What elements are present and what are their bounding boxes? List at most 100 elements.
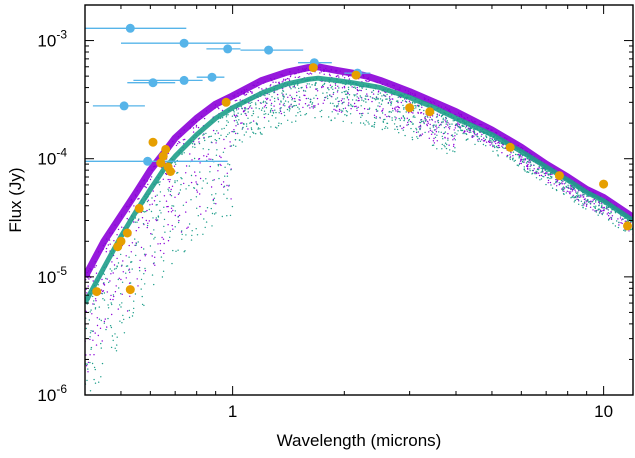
spectrum-sample-point xyxy=(417,137,419,140)
spectrum-sample-point xyxy=(144,255,146,257)
spectrum-sample-point xyxy=(195,126,198,128)
spectrum-sample-point xyxy=(463,121,465,123)
spectrum-sample-point xyxy=(235,119,237,122)
spectrum-sample-point xyxy=(410,127,412,130)
spectrum-sample-point xyxy=(386,115,388,118)
spectrum-sample-point xyxy=(305,113,308,115)
spectrum-sample-point xyxy=(423,97,426,99)
spectrum-sample-point xyxy=(213,213,216,215)
spectrum-sample-point xyxy=(441,143,443,146)
spectrum-sample-point xyxy=(228,184,230,186)
spectrum-sample-point xyxy=(522,159,524,161)
spectrum-sample-point xyxy=(122,260,124,262)
spectrum-sample-point xyxy=(386,90,388,92)
spectrum-sample-point xyxy=(195,196,198,198)
spectrum-sample-point xyxy=(107,307,110,309)
spectrum-sample-point xyxy=(295,104,297,107)
spectrum-sample-point xyxy=(473,120,476,123)
spectrum-sample-point xyxy=(389,100,391,102)
spectrum-sample-point xyxy=(479,140,482,142)
spectrum-sample-point xyxy=(175,250,177,252)
spectrum-sample-point xyxy=(444,136,446,139)
spectrum-sample-point xyxy=(162,260,165,262)
spectrum-sample-point xyxy=(192,131,195,133)
model-spectrum-2 xyxy=(85,75,633,392)
spectrum-sample-point xyxy=(332,93,334,96)
spectrum-sample-point xyxy=(150,210,153,213)
spectrum-sample-point xyxy=(322,86,324,88)
spectrum-sample-point xyxy=(261,133,263,135)
spectrum-sample-point xyxy=(219,117,222,120)
spectrum-sample-point xyxy=(298,76,301,78)
spectrum-sample-point xyxy=(91,313,93,315)
spectrum-sample-point xyxy=(114,347,116,349)
spectrum-sample-point xyxy=(215,193,217,195)
spectrum-sample-point xyxy=(288,85,291,87)
spectrum-sample-point xyxy=(546,172,548,174)
spectrum-sample-point xyxy=(310,98,312,101)
spectrum-sample-point xyxy=(294,98,296,100)
spectrum-sample-point xyxy=(131,315,134,317)
spectrum-sample-point xyxy=(399,87,401,89)
spectrum-sample-point xyxy=(257,127,260,129)
spectrum-sample-point xyxy=(503,137,506,139)
spectrum-sample-point xyxy=(317,103,319,105)
spectrum-sample-point xyxy=(533,164,535,166)
spectrum-sample-point xyxy=(269,99,271,101)
spectrum-sample-point xyxy=(392,84,394,86)
spectrum-sample-point xyxy=(403,126,405,129)
spectrum-sample-point xyxy=(528,156,531,158)
spectrum-sample-point xyxy=(534,173,536,175)
spectrum-sample-point xyxy=(421,120,423,123)
orange-photometry-point xyxy=(505,142,515,152)
spectrum-sample-point xyxy=(181,238,183,240)
spectrum-sample-point xyxy=(417,112,419,114)
spectrum-sample-point xyxy=(94,307,97,309)
spectrum-sample-point xyxy=(235,116,237,119)
spectrum-sample-point xyxy=(463,117,466,119)
spectrum-sample-point xyxy=(471,135,473,137)
spectrum-sample-point xyxy=(274,109,276,111)
spectrum-sample-point xyxy=(283,75,285,77)
spectrum-sample-point xyxy=(600,205,603,207)
spectrum-sample-point xyxy=(577,189,580,191)
spectrum-sample-point xyxy=(398,132,400,134)
spectrum-sample-point xyxy=(550,175,552,178)
spectrum-sample-point xyxy=(236,99,238,102)
spectrum-sample-point xyxy=(329,94,331,97)
spectrum-sample-point xyxy=(304,70,306,72)
spectrum-sample-point xyxy=(140,246,143,249)
spectrum-sample-point xyxy=(382,121,385,123)
spectrum-sample-point xyxy=(621,219,623,221)
spectrum-sample-point xyxy=(465,133,468,136)
spectrum-sample-point xyxy=(118,287,120,289)
spectrum-sample-point xyxy=(620,215,622,217)
spectrum-sample-point xyxy=(143,304,145,307)
spectrum-sample-point xyxy=(134,217,137,219)
spectrum-sample-point xyxy=(379,116,381,119)
spectrum-sample-point xyxy=(274,100,276,103)
spectrum-sample-point xyxy=(607,215,610,217)
spectrum-sample-point xyxy=(300,114,302,117)
spectrum-sample-point xyxy=(185,201,187,203)
spectrum-sample-point xyxy=(307,97,309,100)
spectrum-sample-point xyxy=(489,137,491,140)
spectrum-sample-point xyxy=(457,112,460,114)
spectrum-sample-point xyxy=(624,230,626,232)
spectrum-sample-point xyxy=(389,98,391,101)
spectrum-sample-point xyxy=(482,143,485,146)
spectrum-sample-point xyxy=(502,146,504,149)
spectrum-sample-point xyxy=(283,78,285,81)
spectrum-sample-point xyxy=(494,131,497,134)
spectrum-sample-point xyxy=(341,98,343,100)
spectrum-sample-point xyxy=(233,120,236,122)
spectrum-sample-point xyxy=(452,135,454,138)
spectrum-sample-point xyxy=(232,144,235,146)
spectrum-sample-point xyxy=(496,146,498,149)
spectrum-sample-point xyxy=(103,320,106,323)
spectrum-sample-point xyxy=(151,169,153,171)
spectrum-sample-point xyxy=(424,131,426,134)
spectrum-sample-point xyxy=(607,212,610,214)
spectrum-sample-point xyxy=(128,269,130,271)
spectrum-sample-point xyxy=(563,190,565,192)
